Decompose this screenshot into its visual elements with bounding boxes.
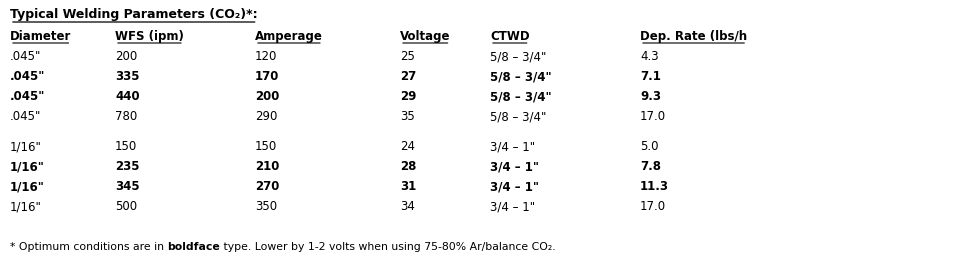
Text: 17.0: 17.0 bbox=[640, 110, 666, 123]
Text: Diameter: Diameter bbox=[10, 30, 71, 43]
Text: 1/16": 1/16" bbox=[10, 200, 42, 213]
Text: 5/8 – 3/4": 5/8 – 3/4" bbox=[490, 110, 546, 123]
Text: type. Lower by 1-2 volts when using 75-80% Ar/balance CO₂.: type. Lower by 1-2 volts when using 75-8… bbox=[220, 242, 556, 252]
Text: 5.0: 5.0 bbox=[640, 140, 658, 153]
Text: 440: 440 bbox=[115, 90, 139, 103]
Text: 7.1: 7.1 bbox=[640, 70, 661, 83]
Text: WFS (ipm): WFS (ipm) bbox=[115, 30, 184, 43]
Text: 345: 345 bbox=[115, 180, 139, 193]
Text: .045": .045" bbox=[10, 70, 46, 83]
Text: 11.3: 11.3 bbox=[640, 180, 669, 193]
Text: 3/4 – 1": 3/4 – 1" bbox=[490, 180, 539, 193]
Text: 290: 290 bbox=[255, 110, 277, 123]
Text: 1/16": 1/16" bbox=[10, 140, 42, 153]
Text: 210: 210 bbox=[255, 160, 280, 173]
Text: 17.0: 17.0 bbox=[640, 200, 666, 213]
Text: 34: 34 bbox=[400, 200, 415, 213]
Text: * Optimum conditions are in: * Optimum conditions are in bbox=[10, 242, 168, 252]
Text: 3/4 – 1": 3/4 – 1" bbox=[490, 200, 535, 213]
Text: 120: 120 bbox=[255, 50, 277, 63]
Text: Voltage: Voltage bbox=[400, 30, 450, 43]
Text: 500: 500 bbox=[115, 200, 137, 213]
Text: 35: 35 bbox=[400, 110, 414, 123]
Text: 235: 235 bbox=[115, 160, 139, 173]
Text: CTWD: CTWD bbox=[490, 30, 529, 43]
Text: 28: 28 bbox=[400, 160, 416, 173]
Text: .045": .045" bbox=[10, 50, 41, 63]
Text: Typical Welding Parameters (CO₂)*:: Typical Welding Parameters (CO₂)*: bbox=[10, 8, 257, 21]
Text: 200: 200 bbox=[255, 90, 280, 103]
Text: 31: 31 bbox=[400, 180, 416, 193]
Text: 27: 27 bbox=[400, 70, 416, 83]
Text: 200: 200 bbox=[115, 50, 137, 63]
Text: 780: 780 bbox=[115, 110, 137, 123]
Text: 4.3: 4.3 bbox=[640, 50, 659, 63]
Text: .045": .045" bbox=[10, 90, 46, 103]
Text: 335: 335 bbox=[115, 70, 139, 83]
Text: 170: 170 bbox=[255, 70, 280, 83]
Text: 350: 350 bbox=[255, 200, 277, 213]
Text: 24: 24 bbox=[400, 140, 415, 153]
Text: 3/4 – 1": 3/4 – 1" bbox=[490, 140, 535, 153]
Text: 9.3: 9.3 bbox=[640, 90, 661, 103]
Text: 150: 150 bbox=[115, 140, 137, 153]
Text: 1/16": 1/16" bbox=[10, 160, 45, 173]
Text: .045": .045" bbox=[10, 110, 41, 123]
Text: 25: 25 bbox=[400, 50, 415, 63]
Text: Typical Welding Parameters (CO₂)*:: Typical Welding Parameters (CO₂)*: bbox=[10, 8, 257, 21]
Text: 3/4 – 1": 3/4 – 1" bbox=[490, 160, 539, 173]
Text: 5/8 – 3/4": 5/8 – 3/4" bbox=[490, 50, 546, 63]
Text: 5/8 – 3/4": 5/8 – 3/4" bbox=[490, 70, 552, 83]
Text: 7.8: 7.8 bbox=[640, 160, 661, 173]
Text: 29: 29 bbox=[400, 90, 416, 103]
Text: 150: 150 bbox=[255, 140, 277, 153]
Text: Dep. Rate (lbs/h: Dep. Rate (lbs/h bbox=[640, 30, 747, 43]
Text: 1/16": 1/16" bbox=[10, 180, 45, 193]
Text: 5/8 – 3/4": 5/8 – 3/4" bbox=[490, 90, 552, 103]
Text: boldface: boldface bbox=[168, 242, 220, 252]
Text: 270: 270 bbox=[255, 180, 280, 193]
Text: Amperage: Amperage bbox=[255, 30, 323, 43]
